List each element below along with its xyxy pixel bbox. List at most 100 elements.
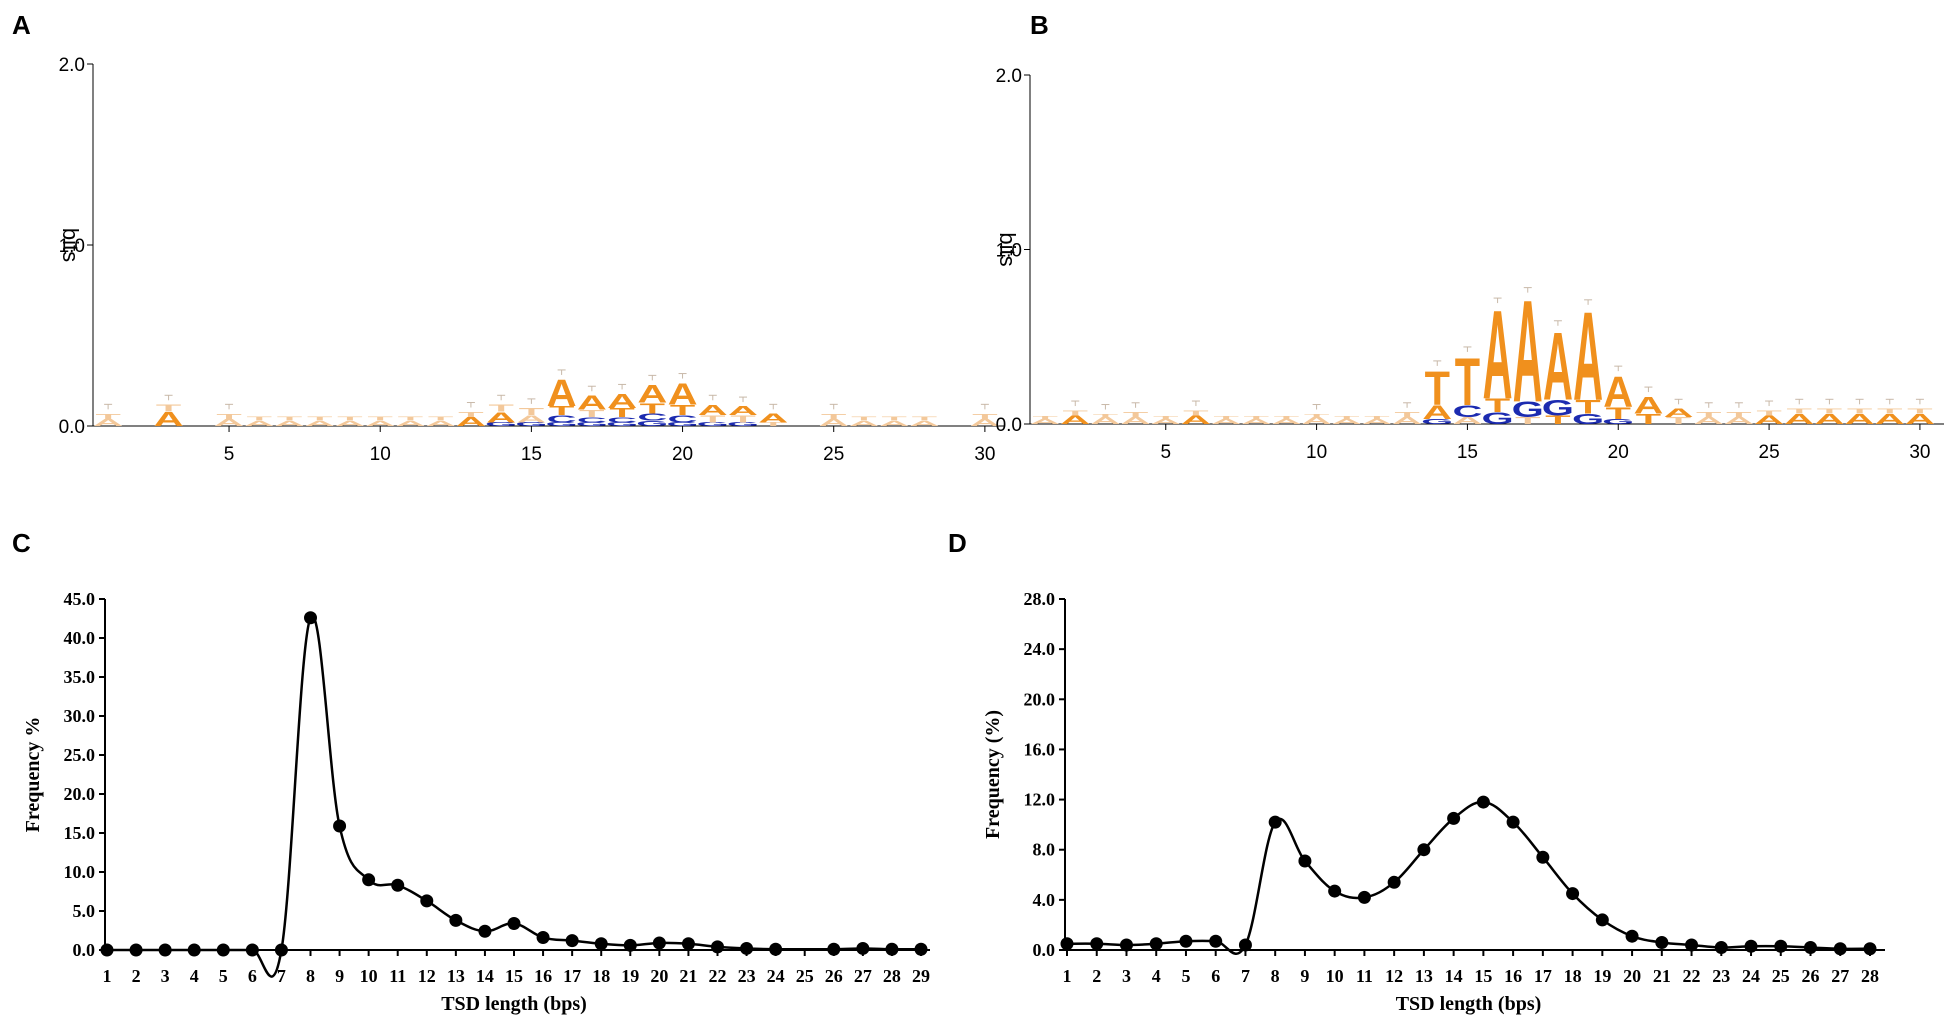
logo-letter-a-pos-22: A	[728, 404, 758, 418]
y-tick-label: 16.0	[1024, 739, 1056, 759]
logo-letter-a-pos-17: A	[577, 391, 607, 414]
x-tick-label: 11	[1356, 966, 1373, 986]
data-point-6	[245, 943, 259, 957]
logo-letter-t-pos-9: T	[1274, 414, 1299, 419]
logo-letter-g-pos-16: G	[545, 422, 577, 428]
logo-letter-t-pos-16: T	[1485, 394, 1511, 416]
logo-letter-a-pos-28: A	[909, 419, 939, 427]
x-tick-label: 9	[335, 966, 344, 986]
logo-letter-c-pos-17: C	[577, 416, 607, 424]
logo-letter-a-pos-1: A	[1030, 418, 1060, 426]
data-point-24	[1744, 939, 1758, 953]
x-tick-label: 4	[190, 966, 199, 986]
data-point-15	[1476, 795, 1490, 809]
logo-letter-t-pos-30: T	[1907, 407, 1932, 415]
logo-letter-t-pos-17: T	[579, 408, 605, 419]
logo-letter-a-pos-7: A	[275, 419, 305, 427]
data-point-11	[1357, 890, 1371, 904]
x-tick-label: 12	[418, 966, 436, 986]
y-tick-label: 40.0	[64, 628, 96, 648]
panel-d-line-chart: 0.04.08.012.016.020.024.028.01 2 3 4 5 6 7 8 9 10…	[982, 589, 1885, 1015]
logo-letter-a-pos-27: A	[879, 419, 909, 427]
x-tick-label: 10	[370, 444, 391, 465]
logo-letter-g-pos-20: G	[666, 422, 698, 428]
logo-letter-t-pos-23: T	[1696, 411, 1721, 419]
logo-letter-c-pos-19: C	[637, 412, 667, 423]
logo-letter-t-pos-3: T	[156, 403, 182, 414]
y-axis-label: Frequency (%)	[982, 710, 1004, 839]
y-tick-label: 2.0	[996, 66, 1022, 87]
x-tick-label: 17	[1534, 966, 1552, 986]
x-tick-label: 19	[1593, 966, 1611, 986]
x-tick-label: 18	[592, 966, 610, 986]
logo-letter-a-pos-8: A	[1241, 418, 1271, 426]
x-tick-label: 25	[823, 444, 844, 465]
data-point-14	[478, 924, 492, 938]
data-point-1	[100, 943, 114, 957]
logo-letter-a-pos-16: A	[547, 373, 577, 415]
y-axis-label: bits	[58, 228, 83, 262]
logo-letter-t-pos-30: T	[972, 412, 997, 420]
logo-letter-t-pos-27: T	[1817, 407, 1842, 415]
logo-letter-g-pos-18: G	[606, 422, 638, 428]
data-point-4	[1149, 937, 1163, 951]
x-tick-label: 6	[248, 966, 257, 986]
x-tick-label: 24	[1742, 966, 1760, 986]
logo-letter-t-pos-6: T	[1183, 409, 1208, 417]
logo-letter-a-pos-9: A	[335, 419, 365, 427]
logo-letter-t-pos-11: T	[398, 416, 423, 422]
x-tick-label: 18	[1564, 966, 1582, 986]
data-point-19	[623, 938, 637, 952]
logo-letter-a-pos-22: A	[1664, 406, 1694, 420]
data-point-7	[274, 943, 288, 957]
logo-letter-t-pos-18: T	[609, 406, 635, 420]
logo-letter-g-pos-22: G	[727, 422, 759, 428]
x-tick-label: 21	[1653, 966, 1671, 986]
logo-letter-a-pos-23: A	[758, 411, 788, 425]
data-point-10	[362, 873, 376, 887]
x-tick-label: 7	[1241, 966, 1250, 986]
data-point-4	[187, 943, 201, 957]
x-tick-label: 21	[679, 966, 697, 986]
logo-letter-a-pos-3: A	[154, 408, 184, 431]
logo-letter-g-pos-21: G	[697, 422, 729, 428]
x-tick-label: 22	[709, 966, 727, 986]
logo-letter-t-pos-10: T	[1304, 413, 1329, 418]
data-point-27	[1833, 942, 1847, 956]
data-point-1	[1060, 937, 1074, 951]
logo-letter-t-pos-3: T	[1093, 413, 1118, 418]
logo-letter-t-pos-19: T	[1575, 396, 1601, 418]
logo-letter-t-pos-7: T	[1213, 414, 1238, 419]
x-tick-label: 20	[1623, 966, 1641, 986]
logo-letter-a-pos-28: A	[1845, 411, 1875, 427]
y-tick-label: 0.0	[1033, 940, 1056, 960]
data-point-5	[216, 943, 230, 957]
x-tick-label: 28	[1861, 966, 1879, 986]
logo-letter-t-pos-20: T	[1606, 403, 1631, 422]
y-axis-label: bits	[995, 232, 1020, 266]
data-point-20	[652, 936, 666, 950]
logo-letter-g-pos-15: G	[515, 422, 547, 428]
data-point-18	[1566, 887, 1580, 901]
x-tick-label: 24	[767, 966, 785, 986]
logo-letter-a-pos-16: A	[1483, 284, 1513, 425]
logo-letter-t-pos-6: T	[247, 416, 272, 422]
data-point-14	[1447, 811, 1461, 825]
logo-letter-t-pos-4: T	[1123, 411, 1148, 419]
data-point-23	[1714, 940, 1728, 954]
y-tick-label: 24.0	[1024, 639, 1056, 659]
x-tick-label: 30	[974, 444, 995, 465]
data-point-20	[1625, 929, 1639, 943]
logo-letter-t-pos-1: T	[95, 412, 120, 420]
y-axis-label: Frequency %	[22, 717, 44, 833]
logo-letter-t-pos-21: T	[700, 414, 726, 425]
data-point-13	[449, 913, 463, 927]
logo-letter-a-pos-23: A	[1694, 416, 1724, 427]
y-tick-label: 1.0	[59, 236, 85, 257]
y-tick-label: 30.0	[64, 706, 96, 726]
x-tick-label: 5	[224, 444, 235, 465]
x-tick-label: 5	[1160, 442, 1171, 463]
data-point-11	[391, 878, 405, 892]
logo-letter-a-pos-3: A	[1090, 416, 1120, 427]
